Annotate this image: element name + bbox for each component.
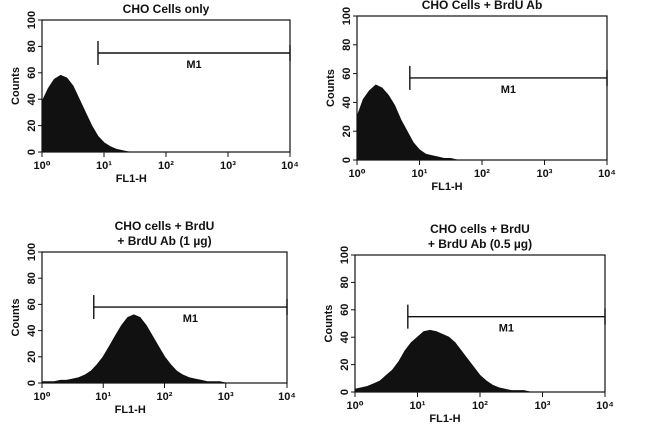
panel-title: CHO cells + BrdU xyxy=(430,222,530,236)
histogram-area xyxy=(354,329,605,393)
y-tick-label: 60 xyxy=(26,298,38,310)
panel-title: + BrdU Ab (1 µg) xyxy=(117,234,211,248)
x-axis-label: FL1-H xyxy=(431,181,462,193)
panel-title: + BrdU Ab (0.5 µg) xyxy=(428,237,532,251)
histogram-area xyxy=(356,84,607,161)
x-tick-label: 10⁰ xyxy=(348,168,365,180)
panel-title: CHO Cells only xyxy=(123,2,210,16)
y-tick-label: 60 xyxy=(341,67,353,79)
y-tick-label: 80 xyxy=(341,39,353,51)
y-tick-label: 40 xyxy=(26,93,38,105)
y-tick-label: 0 xyxy=(26,149,38,155)
y-tick-label: 100 xyxy=(341,7,353,25)
y-axis-label: Counts xyxy=(10,67,22,105)
gate-label: M1 xyxy=(501,84,516,96)
x-tick-label: 10³ xyxy=(220,160,236,172)
y-tick-label: 0 xyxy=(341,157,353,163)
x-tick-label: 10¹ xyxy=(410,400,426,412)
histogram-area xyxy=(41,74,290,153)
x-tick-label: 10⁴ xyxy=(281,160,299,172)
y-tick-label: 20 xyxy=(26,119,38,131)
y-axis-label: Counts xyxy=(325,69,337,107)
y-tick-label: 40 xyxy=(339,331,351,343)
y-tick-label: 60 xyxy=(26,67,38,79)
y-tick-label: 80 xyxy=(339,276,351,288)
gate-label: M1 xyxy=(186,59,201,71)
x-tick-label: 10³ xyxy=(537,168,553,180)
x-tick-label: 10² xyxy=(474,168,490,180)
x-tick-label: 10³ xyxy=(535,400,551,412)
gate-label: M1 xyxy=(183,313,198,325)
x-tick-label: 10⁴ xyxy=(278,391,296,403)
y-tick-label: 100 xyxy=(339,246,351,264)
x-tick-label: 10¹ xyxy=(95,391,111,403)
y-axis-label: Counts xyxy=(323,305,335,343)
y-tick-label: 40 xyxy=(341,96,353,108)
y-tick-label: 20 xyxy=(341,125,353,137)
y-tick-label: 20 xyxy=(339,358,351,370)
y-tick-label: 80 xyxy=(26,40,38,52)
panel-title: CHO cells + BrdU xyxy=(115,219,215,233)
y-tick-label: 40 xyxy=(26,324,38,336)
x-axis-label: FL1-H xyxy=(429,413,460,425)
x-tick-label: 10² xyxy=(472,400,488,412)
y-axis-label: Counts xyxy=(10,299,22,337)
gate-label: M1 xyxy=(499,323,514,335)
x-tick-label: 10⁰ xyxy=(33,391,50,403)
x-axis-label: FL1-H xyxy=(115,404,146,416)
x-tick-label: 10¹ xyxy=(412,168,428,180)
y-tick-label: 20 xyxy=(26,351,38,363)
x-tick-label: 10² xyxy=(158,160,174,172)
x-tick-label: 10³ xyxy=(218,391,234,403)
panel-title: CHO Cells + BrdU Ab xyxy=(422,0,543,12)
x-tick-label: 10¹ xyxy=(96,160,112,172)
y-tick-label: 100 xyxy=(26,243,38,261)
y-tick-label: 0 xyxy=(26,380,38,386)
y-tick-label: 60 xyxy=(339,304,351,316)
x-tick-label: 10² xyxy=(157,391,173,403)
y-tick-label: 80 xyxy=(26,272,38,284)
x-tick-label: 10⁴ xyxy=(596,400,614,412)
x-axis-label: FL1-H xyxy=(116,173,147,185)
x-tick-label: 10⁰ xyxy=(346,400,363,412)
x-tick-label: 10⁴ xyxy=(598,168,616,180)
histogram-area xyxy=(41,314,287,384)
x-tick-label: 10⁰ xyxy=(33,160,50,172)
y-tick-label: 100 xyxy=(26,11,38,29)
y-tick-label: 0 xyxy=(339,389,351,395)
